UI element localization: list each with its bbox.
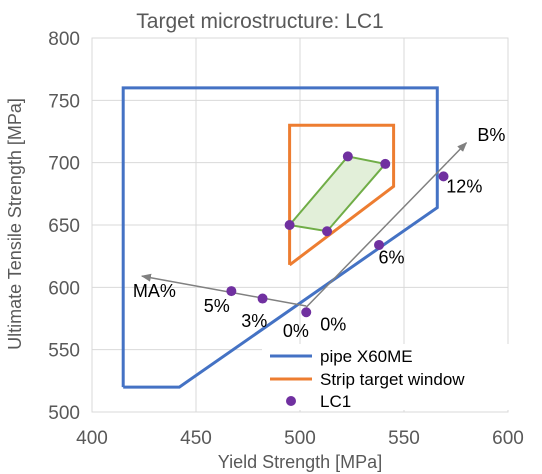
chart-title: Target microstructure: LC1 xyxy=(136,10,383,33)
lc1-point xyxy=(380,158,391,169)
series-line xyxy=(288,123,396,267)
y-axis-label: Ultimate Tensile Strength [MPa] xyxy=(5,98,25,350)
lc1-point xyxy=(374,239,385,250)
direction-arrow xyxy=(140,273,307,307)
y-tick-label: 750 xyxy=(48,91,80,112)
x-tick-label: 400 xyxy=(76,428,108,449)
legend-label-pipe: pipe X60ME xyxy=(320,347,413,366)
y-tick-label: 600 xyxy=(48,278,80,299)
annotations: 0% 0% 3% 5% 6% 12% MA% B% xyxy=(133,125,505,341)
y-tick-label: 500 xyxy=(48,403,80,424)
legend-swatch-lc1 xyxy=(286,396,296,406)
legend-label-strip: Strip target window xyxy=(320,370,465,389)
x-tick-label: 600 xyxy=(492,428,524,449)
direction-arrow xyxy=(305,142,468,308)
annotation-label: 6% xyxy=(379,247,405,267)
lc1-point xyxy=(438,171,449,182)
series-line xyxy=(121,86,439,389)
y-tick-label: 650 xyxy=(48,216,80,237)
x-tick-label: 450 xyxy=(180,428,212,449)
y-tick-labels: 500 550 600 650 700 750 800 xyxy=(48,29,80,424)
lc1-point xyxy=(301,307,312,318)
lc1-point xyxy=(257,293,268,304)
lc1-point xyxy=(322,226,333,237)
data-points xyxy=(226,151,449,318)
annotation-label: 3% xyxy=(241,311,267,331)
annotation-label: 0% xyxy=(320,315,346,335)
x-tick-label: 550 xyxy=(388,428,420,449)
y-tick-label: 550 xyxy=(48,341,80,362)
x-axis-label: Yield Strength [MPa] xyxy=(218,452,382,472)
annotation-label: MA% xyxy=(133,281,176,301)
lc1-point xyxy=(284,220,295,230)
x-tick-labels: 400 450 500 550 600 xyxy=(76,428,524,449)
lc1-point xyxy=(342,151,353,162)
annotation-label: 12% xyxy=(446,176,482,196)
plot-border xyxy=(91,37,509,413)
annotation-label: 5% xyxy=(204,296,230,316)
legend: pipe X60ME Strip target window LC1 xyxy=(262,344,509,411)
arrows xyxy=(140,142,468,308)
annotation-label: 0% xyxy=(283,321,309,341)
legend-label-lc1: LC1 xyxy=(320,392,351,411)
y-tick-label: 700 xyxy=(48,154,80,175)
y-tick-label: 800 xyxy=(48,29,80,50)
x-tick-label: 500 xyxy=(284,428,316,449)
series xyxy=(121,86,439,389)
lc1-point xyxy=(226,286,237,297)
annotation-label: B% xyxy=(477,125,505,145)
